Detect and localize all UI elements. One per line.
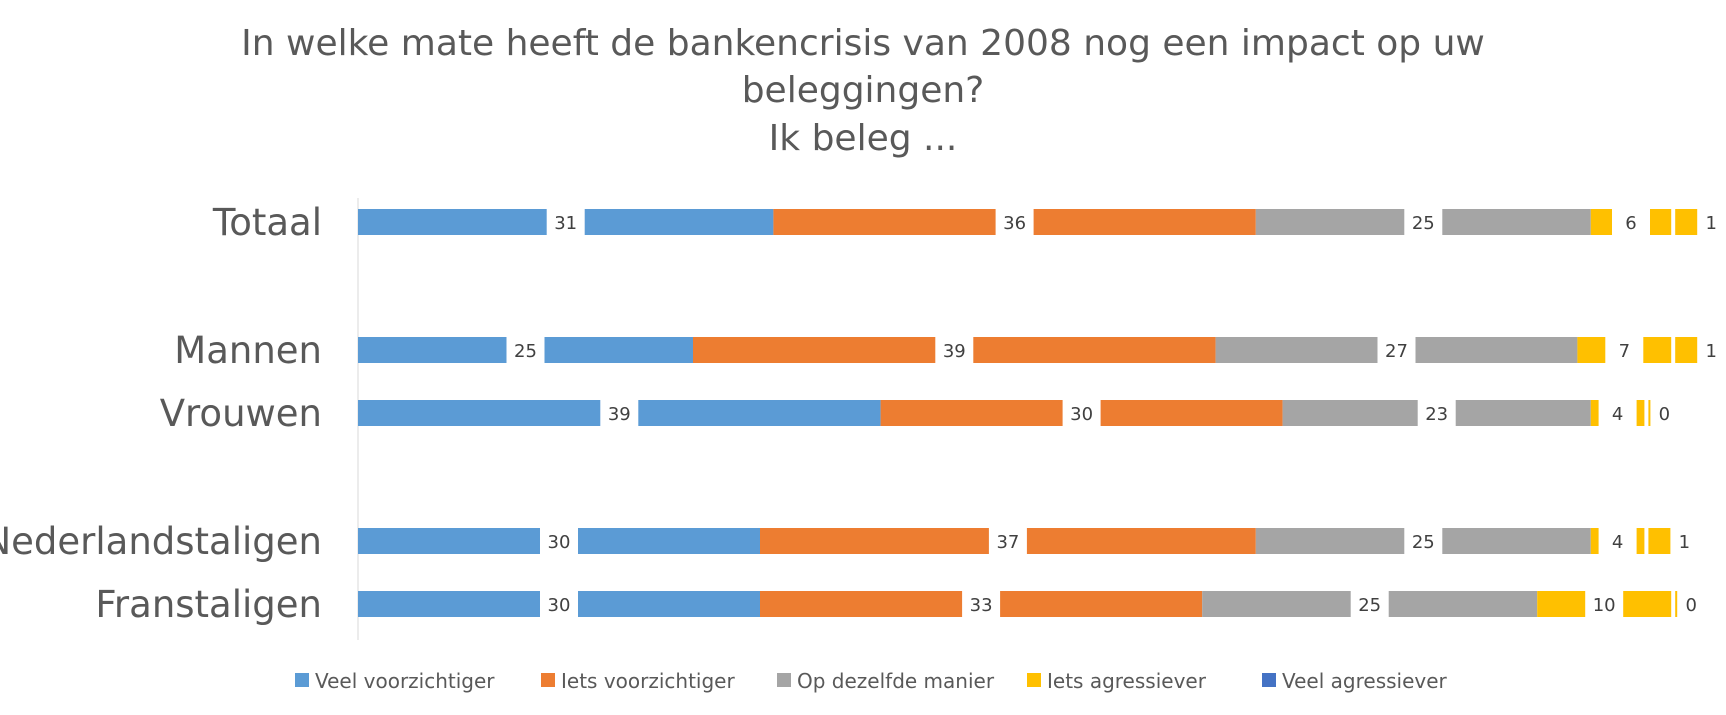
bar-franstaligen-iets-voorzichtiger-right: [1000, 591, 1203, 617]
data-label-totaal-iets-voorzichtiger: 36: [1003, 213, 1026, 234]
legend-swatch-op-dezelfde-manier: [777, 673, 791, 687]
data-label-nederlandstaligen-veel-voorzichtiger: 30: [548, 532, 571, 553]
data-label-vrouwen-op-dezelfde-manier: 23: [1425, 404, 1448, 425]
legend-swatch-iets-agressiever: [1027, 673, 1041, 687]
data-label-mannen-op-dezelfde-manier: 27: [1385, 341, 1408, 362]
data-label-vrouwen-iets-voorzichtiger: 30: [1070, 404, 1093, 425]
bar-mannen-iets-voorzichtiger-right: [973, 337, 1216, 363]
category-label-nederlandstaligen: Nederlandstaligen: [0, 520, 322, 563]
bar-mannen-veel-voorzichtiger-right: [544, 337, 693, 363]
data-label-mannen-veel-agressiever: 1: [1705, 341, 1716, 362]
data-label-nederlandstaligen-iets-voorzichtiger: 37: [996, 532, 1019, 553]
data-label-franstaligen-veel-voorzichtiger: 30: [548, 595, 571, 616]
legend-swatch-veel-agressiever: [1262, 673, 1276, 687]
bar-totaal-op-dezelfde-manier-right: [1442, 209, 1591, 235]
bar-vrouwen-veel-agressiever: [1648, 400, 1651, 426]
category-label-franstaligen: Franstaligen: [95, 583, 322, 626]
bar-franstaligen-veel-voorzichtiger-left: [358, 591, 540, 617]
bar-franstaligen-veel-voorzichtiger-right: [578, 591, 760, 617]
chart-title-line-3: Ik beleg ...: [769, 118, 958, 159]
bar-mannen-veel-agressiever: [1675, 337, 1698, 363]
bar-nederlandstaligen-iets-voorzichtiger-right: [1026, 528, 1256, 554]
data-label-vrouwen-iets-agressiever: 4: [1612, 404, 1623, 425]
bar-mannen-iets-agressiever-right: [1643, 337, 1672, 363]
legend-label-veel-voorzichtiger: Veel voorzichtiger: [315, 669, 495, 693]
bar-franstaligen-op-dezelfde-manier-left: [1202, 591, 1351, 617]
category-label-vrouwen: Vrouwen: [160, 392, 322, 435]
data-label-franstaligen-iets-agressiever: 10: [1593, 595, 1616, 616]
bar-franstaligen-iets-voorzichtiger-left: [760, 591, 963, 617]
bar-vrouwen-op-dezelfde-manier-right: [1455, 400, 1591, 426]
bar-vrouwen-iets-voorzichtiger-left: [880, 400, 1063, 426]
data-label-franstaligen-veel-agressiever: 0: [1685, 595, 1696, 616]
chart-title: In welke mate heeft de bankencrisis van …: [241, 23, 1485, 159]
bar-vrouwen-iets-agressiever-right: [1636, 400, 1645, 426]
bar-totaal-veel-voorzichtiger-right: [584, 209, 774, 235]
data-label-franstaligen-op-dezelfde-manier: 25: [1358, 595, 1381, 616]
legend-label-iets-voorzichtiger: Iets voorzichtiger: [561, 669, 735, 693]
bar-vrouwen-iets-agressiever-left: [1590, 400, 1599, 426]
legend-swatch-veel-voorzichtiger: [295, 673, 309, 687]
chart-title-line-1: In welke mate heeft de bankencrisis van …: [241, 23, 1485, 64]
bar-vrouwen-veel-voorzichtiger-left: [358, 400, 601, 426]
data-label-franstaligen-iets-voorzichtiger: 33: [970, 595, 993, 616]
bar-mannen-iets-agressiever-left: [1577, 337, 1606, 363]
bar-mannen-op-dezelfde-manier-left: [1215, 337, 1378, 363]
data-label-vrouwen-veel-agressiever: 0: [1659, 404, 1670, 425]
bar-nederlandstaligen-op-dezelfde-manier-left: [1255, 528, 1405, 554]
bar-franstaligen-iets-agressiever-right: [1623, 591, 1672, 617]
bar-totaal-iets-agressiever-right: [1650, 209, 1672, 235]
bar-vrouwen-op-dezelfde-manier-left: [1282, 400, 1418, 426]
bar-totaal-op-dezelfde-manier-left: [1255, 209, 1405, 235]
data-label-mannen-iets-voorzichtiger: 39: [943, 341, 966, 362]
data-label-nederlandstaligen-iets-agressiever: 4: [1612, 532, 1623, 553]
category-axis: Totaal Mannen Vrouwen Nederlandstaligen Fran…: [0, 201, 322, 626]
legend-label-veel-agressiever: Veel agressiever: [1282, 669, 1448, 693]
data-label-nederlandstaligen-veel-agressiever: 1: [1679, 532, 1690, 553]
plot-area: 31 36 25 6 1 25 39 27 7 1 39 30 23 4 0 30 37 25 4 1 30 33 25 10…: [358, 209, 1717, 617]
category-label-totaal: Totaal: [212, 201, 322, 244]
data-label-nederlandstaligen-op-dezelfde-manier: 25: [1412, 532, 1435, 553]
data-label-mannen-iets-agressiever: 7: [1619, 341, 1630, 362]
bar-nederlandstaligen-veel-voorzichtiger-right: [578, 528, 760, 554]
legend: Veel voorzichtiger Iets voorzichtiger Op d…: [295, 669, 1448, 693]
bar-nederlandstaligen-iets-agressiever-right: [1636, 528, 1645, 554]
bar-franstaligen-iets-agressiever-left: [1537, 591, 1586, 617]
bar-nederlandstaligen-op-dezelfde-manier-right: [1442, 528, 1591, 554]
bar-totaal-iets-voorzichtiger-right: [1033, 209, 1256, 235]
bar-nederlandstaligen-iets-agressiever-left: [1590, 528, 1599, 554]
bar-totaal-veel-agressiever: [1675, 209, 1698, 235]
data-label-totaal-iets-agressiever: 6: [1625, 213, 1636, 234]
bar-nederlandstaligen-iets-voorzichtiger-left: [760, 528, 989, 554]
bar-totaal-iets-agressiever-left: [1590, 209, 1612, 235]
bar-franstaligen-veel-agressiever: [1675, 591, 1678, 617]
legend-swatch-iets-voorzichtiger: [541, 673, 555, 687]
data-label-totaal-veel-agressiever: 1: [1705, 213, 1716, 234]
bar-totaal-iets-voorzichtiger-left: [773, 209, 996, 235]
bar-mannen-veel-voorzichtiger-left: [358, 337, 507, 363]
data-label-totaal-op-dezelfde-manier: 25: [1412, 213, 1435, 234]
bar-vrouwen-veel-voorzichtiger-right: [638, 400, 881, 426]
data-label-mannen-veel-voorzichtiger: 25: [514, 341, 537, 362]
bar-vrouwen-iets-voorzichtiger-right: [1100, 400, 1283, 426]
data-label-vrouwen-veel-voorzichtiger: 39: [608, 404, 631, 425]
chart-title-line-2: beleggingen?: [742, 70, 985, 111]
bar-totaal-veel-voorzichtiger-left: [358, 209, 547, 235]
legend-label-op-dezelfde-manier: Op dezelfde manier: [797, 669, 995, 693]
bar-mannen-op-dezelfde-manier-right: [1415, 337, 1578, 363]
bar-mannen-iets-voorzichtiger-left: [693, 337, 936, 363]
data-label-totaal-veel-voorzichtiger: 31: [554, 213, 577, 234]
bar-nederlandstaligen-veel-agressiever: [1648, 528, 1671, 554]
legend-label-iets-agressiever: Iets agressiever: [1047, 669, 1207, 693]
category-label-mannen: Mannen: [174, 329, 322, 372]
bar-nederlandstaligen-veel-voorzichtiger-left: [358, 528, 540, 554]
bar-franstaligen-op-dezelfde-manier-right: [1388, 591, 1538, 617]
